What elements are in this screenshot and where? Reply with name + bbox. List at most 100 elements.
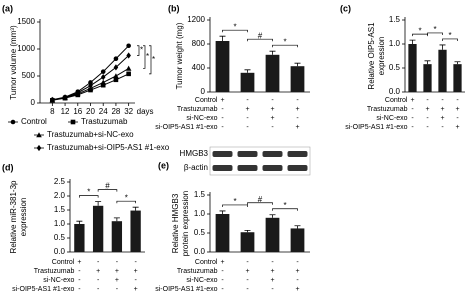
error-bar <box>409 39 416 44</box>
condition-sign: - <box>456 97 459 104</box>
condition-sign: - <box>97 277 100 284</box>
marker <box>100 79 107 85</box>
error-bar <box>439 44 446 50</box>
y-tick-label: 1.5 <box>54 205 66 214</box>
annotation: * <box>433 25 436 34</box>
panel-label: (e) <box>158 160 169 170</box>
condition-sign: - <box>221 106 224 113</box>
legend-label: Trastuzumab+si-OIP5-AS1 #1-exo <box>47 143 170 152</box>
annotation: # <box>258 195 263 204</box>
blot-label: HMGB3 <box>180 149 209 158</box>
condition-label: Trastuzumab <box>367 106 408 113</box>
y-tick-label: 0 <box>31 98 36 107</box>
y-tick-label: 2.5 <box>54 177 66 186</box>
condition-sign: - <box>221 268 224 275</box>
y-axis-label: Relative miR-381-3p <box>9 180 18 253</box>
y-tick-label: 1000 <box>17 44 35 53</box>
condition-sign: - <box>246 124 249 131</box>
y-tick-label: 400 <box>192 63 206 72</box>
condition-sign: - <box>246 97 249 104</box>
bracket <box>247 202 273 205</box>
annotation: * <box>233 197 236 206</box>
condition-sign: - <box>411 115 414 122</box>
bracket <box>143 45 146 69</box>
y-tick-label: 1.5 <box>194 190 206 199</box>
condition-sign: + <box>425 106 429 113</box>
condition-sign: + <box>270 106 274 113</box>
bar <box>265 54 280 92</box>
condition-label: si-NC-exo <box>376 115 407 122</box>
bracket <box>272 208 298 211</box>
blot-band <box>262 151 283 157</box>
bar <box>92 205 104 252</box>
condition-label: si-NC-exo <box>186 115 217 122</box>
panel-label: (b) <box>168 3 180 13</box>
bar <box>130 210 141 252</box>
condition-sign: - <box>426 97 429 104</box>
error-bar <box>244 229 251 233</box>
marker <box>126 71 131 77</box>
condition-sign: + <box>115 268 119 275</box>
marker <box>88 82 93 89</box>
error-bar <box>95 201 102 206</box>
marker <box>113 73 119 79</box>
blot-band <box>262 165 283 171</box>
condition-sign: - <box>246 277 249 284</box>
bar <box>438 49 447 92</box>
marker <box>113 56 119 62</box>
condition-sign: - <box>78 286 81 293</box>
y-tick-label: 1.0 <box>194 209 206 218</box>
y-tick-label: 1.5 <box>389 15 401 24</box>
condition-sign: + <box>270 115 274 122</box>
condition-label: Trastuzumab <box>177 268 218 275</box>
condition-sign: + <box>134 286 138 293</box>
legend-label: Trastuzumab <box>81 117 128 126</box>
condition-sign: - <box>271 286 274 293</box>
condition-sign: + <box>270 268 274 275</box>
y-tick-label: 0 <box>201 87 206 96</box>
condition-sign: - <box>97 286 100 293</box>
condition-sign: + <box>96 268 100 275</box>
bracket <box>116 200 136 204</box>
condition-sign: + <box>270 277 274 284</box>
condition-sign: + <box>220 259 224 266</box>
bar <box>290 66 305 92</box>
error-bar <box>424 60 431 65</box>
bracket <box>412 33 428 37</box>
error-bar <box>219 210 226 214</box>
condition-sign: - <box>134 259 137 266</box>
condition-label: Control <box>195 259 218 266</box>
panel-label: (c) <box>340 3 351 13</box>
y-tick-label: 500 <box>22 71 36 80</box>
condition-sign: - <box>246 259 249 266</box>
error-bar <box>219 35 226 41</box>
y-axis-label: Tumor weight (mg) <box>175 22 184 89</box>
bracket <box>97 189 118 192</box>
condition-sign: + <box>295 124 299 131</box>
panel-label: (a) <box>2 3 13 13</box>
error-bar <box>294 62 301 67</box>
condition-sign: - <box>221 115 224 122</box>
y-tick-label: 0.5 <box>389 63 401 72</box>
bar <box>453 64 462 92</box>
condition-sign: + <box>295 286 299 293</box>
x-axis-label: days <box>137 107 154 116</box>
bar <box>111 221 123 252</box>
bracket <box>442 38 458 41</box>
annotation: * <box>448 31 451 40</box>
bracket <box>427 32 443 35</box>
condition-sign: + <box>455 124 459 131</box>
condition-sign: - <box>296 259 299 266</box>
condition-sign: + <box>295 268 299 275</box>
blot-band <box>212 151 233 157</box>
condition-sign: - <box>78 268 81 275</box>
x-tick-label: 8 <box>50 107 55 116</box>
condition-sign: - <box>296 277 299 284</box>
bar <box>290 228 305 252</box>
marker <box>36 144 42 152</box>
bar <box>240 232 255 252</box>
bar <box>215 214 230 252</box>
marker <box>62 94 68 101</box>
condition-sign: + <box>245 106 249 113</box>
error-bar <box>244 69 251 73</box>
